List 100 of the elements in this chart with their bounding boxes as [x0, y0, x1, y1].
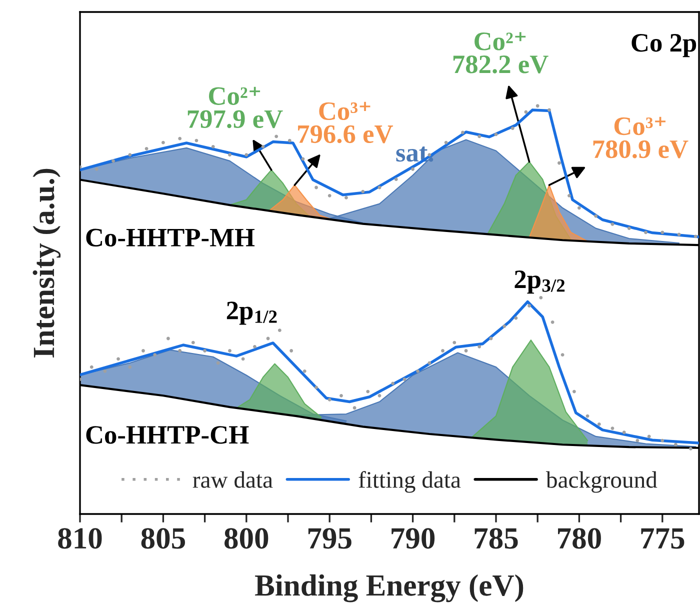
point	[314, 186, 318, 190]
point	[502, 324, 506, 328]
annotation: 2p$_{3/2}$	[514, 270, 565, 294]
point	[674, 442, 678, 446]
point	[478, 344, 482, 348]
annotation: Co²⁺ 782.2 eV	[453, 32, 548, 74]
point	[112, 159, 115, 163]
point	[402, 378, 406, 382]
point	[366, 390, 370, 394]
point	[228, 349, 232, 352]
point	[288, 138, 292, 142]
point	[290, 349, 294, 352]
x-tick-label: 810	[58, 528, 102, 549]
point	[594, 214, 598, 218]
legend-label: background	[546, 471, 658, 493]
point	[278, 328, 282, 332]
point	[688, 447, 692, 450]
point	[560, 353, 564, 357]
x-axis-title: Binding Energy (eV)	[255, 574, 524, 602]
legend-label: raw data	[192, 471, 273, 488]
x-tick-label: 790	[392, 528, 435, 549]
point	[411, 167, 414, 171]
point	[627, 226, 631, 230]
point	[610, 222, 614, 226]
point	[478, 134, 482, 138]
point	[162, 140, 165, 144]
point	[103, 369, 107, 373]
point	[378, 394, 382, 398]
annotation: Co²⁺ 797.9 eV	[188, 86, 283, 128]
point	[314, 386, 318, 390]
x-tick-label: 805	[141, 528, 185, 549]
point	[452, 340, 456, 344]
point	[166, 336, 170, 340]
point	[461, 130, 464, 134]
point	[216, 361, 220, 365]
point	[302, 369, 306, 373]
point	[178, 136, 182, 140]
point	[536, 104, 540, 108]
point	[191, 340, 195, 344]
point	[253, 344, 256, 348]
point	[528, 304, 531, 308]
point	[328, 398, 332, 402]
point	[660, 230, 664, 234]
point	[441, 349, 444, 352]
point	[211, 144, 215, 148]
point	[597, 422, 601, 426]
point	[144, 147, 148, 150]
annotation: Co-HHTP-CH	[86, 426, 249, 444]
annotation: sat.	[396, 146, 434, 162]
legend-label: fitting data	[358, 471, 461, 493]
point	[94, 167, 98, 171]
x-tick-label: 785	[474, 528, 518, 549]
point	[203, 349, 206, 352]
point	[660, 438, 664, 442]
point	[352, 406, 356, 410]
point	[178, 349, 182, 352]
point	[228, 153, 232, 157]
point	[577, 206, 581, 210]
y-axis-title: Intensity (a.u.)	[32, 168, 61, 358]
point	[361, 190, 365, 194]
point	[514, 316, 518, 320]
point	[416, 369, 420, 373]
point	[90, 365, 94, 369]
point	[636, 438, 640, 442]
x-tick-label: 780	[558, 528, 601, 549]
point	[539, 296, 543, 300]
x-tick-label: 800	[224, 528, 268, 549]
annotation: Co³⁺ 780.9 eV	[593, 116, 688, 158]
point	[394, 178, 398, 182]
point	[274, 134, 278, 138]
point	[344, 196, 348, 200]
point	[444, 140, 448, 144]
point	[301, 157, 305, 161]
point	[568, 194, 571, 198]
point	[548, 108, 551, 112]
point	[644, 230, 648, 234]
point	[340, 394, 343, 398]
point	[647, 434, 651, 438]
point	[610, 426, 614, 430]
point	[142, 349, 145, 352]
point	[328, 194, 332, 198]
point	[128, 365, 132, 369]
point	[153, 353, 157, 357]
point	[241, 357, 245, 361]
annotation: Co-HHTP-MH	[86, 228, 255, 247]
point	[572, 390, 576, 394]
point	[261, 144, 265, 148]
x-tick-label: 775	[641, 528, 684, 549]
point	[550, 320, 554, 324]
point	[391, 382, 395, 386]
point	[510, 126, 514, 130]
point	[464, 349, 468, 352]
annotation: Co³⁺ 796.6 eV	[298, 102, 394, 144]
point	[244, 153, 248, 157]
point	[116, 357, 120, 361]
point	[694, 234, 698, 238]
point	[558, 161, 561, 165]
x-tick-label: 795	[308, 528, 352, 549]
annotation: 2p$_{1/2}$	[226, 302, 277, 325]
point	[622, 430, 626, 434]
